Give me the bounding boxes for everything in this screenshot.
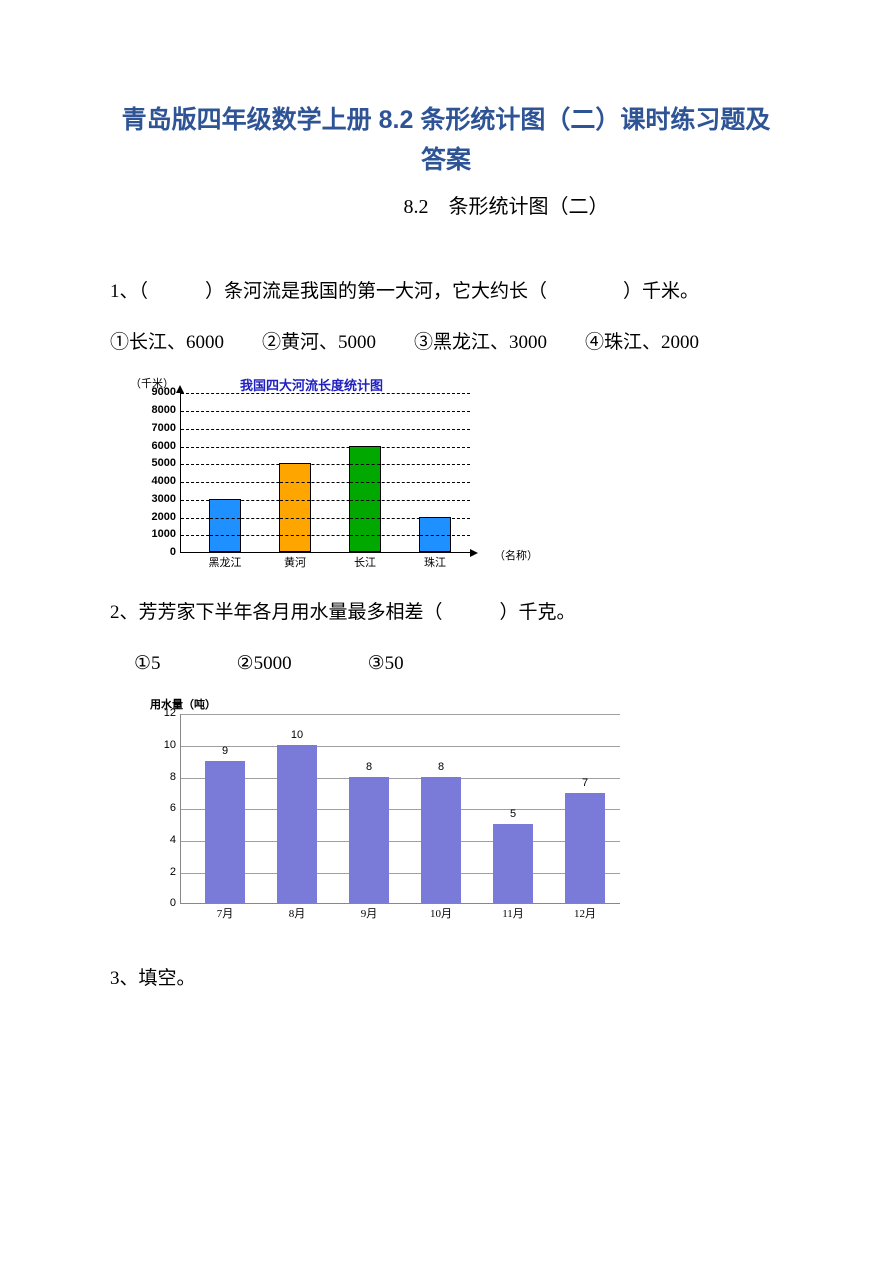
chart2-bar: 7 <box>565 793 605 904</box>
page-title: 青岛版四年级数学上册 8.2 条形统计图（二）课时练习题及答案 <box>110 100 782 180</box>
chart1-title: 我国四大河流长度统计图 <box>240 375 383 394</box>
chart2-bar: 9 <box>205 761 245 904</box>
chart2-gridline <box>181 778 620 779</box>
chart2-bar-value-label: 9 <box>205 745 245 757</box>
chart1-gridline <box>181 411 470 412</box>
chart1-y-tick-label: 4000 <box>144 475 176 487</box>
chart2-bar-value-label: 5 <box>493 808 533 820</box>
chart2-bar-value-label: 8 <box>349 761 389 773</box>
chart2-y-tick-label: 2 <box>158 866 176 878</box>
chart2-y-tick-label: 12 <box>158 707 176 719</box>
chart1-x-arrow-icon <box>470 549 478 557</box>
chart1-bar <box>279 463 311 552</box>
chart1-gridline <box>181 447 470 448</box>
chart1-y-tick-label: 5000 <box>144 457 176 469</box>
chart1-x-tick-label: 黑龙江 <box>200 554 250 570</box>
chart2-bar: 10 <box>277 745 317 903</box>
chart1-bar <box>209 499 241 552</box>
chart1-y-tick-label: 3000 <box>144 493 176 505</box>
chart1-y-tick-label: 1000 <box>144 528 176 540</box>
chart2-gridline <box>181 714 620 715</box>
chart1-x-tick-label: 长江 <box>340 554 390 570</box>
chart2-y-tick-label: 8 <box>158 771 176 783</box>
question-1: 1、（ ）条河流是我国的第一大河，它大约长（ ）千米。 <box>110 269 782 315</box>
chart2-y-tick-label: 0 <box>158 897 176 909</box>
chart1-x-tick-label: 珠江 <box>410 554 460 570</box>
chart2-bar: 8 <box>421 777 461 904</box>
chart2-bar: 8 <box>349 777 389 904</box>
chart1-y-arrow-icon <box>176 385 184 393</box>
chart2-x-tick-label: 11月 <box>493 905 533 921</box>
chart2-bar: 5 <box>493 824 533 903</box>
chart1-y-tick-label: 2000 <box>144 511 176 523</box>
chart2-y-tick-label: 6 <box>158 802 176 814</box>
chart1-y-tick-label: 9000 <box>144 386 176 398</box>
chart1-gridline <box>181 393 470 394</box>
chart-1-container: （千米） 我国四大河流长度统计图 黑龙江黄河长江珠江 （名称） 01000200… <box>130 375 782 575</box>
chart1-y-tick-label: 6000 <box>144 440 176 452</box>
chart2-plot-area: 97月108月89月810月511月712月 <box>180 714 620 904</box>
chart-2-container: 用水量（吨） 97月108月89月810月511月712月 024681012 <box>130 696 782 936</box>
chart1-y-tick-label: 7000 <box>144 422 176 434</box>
chart2-gridline <box>181 809 620 810</box>
question-1-options: ①长江、6000 ②黄河、5000 ③黑龙江、3000 ④珠江、2000 <box>110 320 782 366</box>
chart1-gridline <box>181 464 470 465</box>
chart2-x-tick-label: 12月 <box>565 905 605 921</box>
question-2: 2、芳芳家下半年各月用水量最多相差（ ）千克。 <box>110 590 782 636</box>
chart2-y-tick-label: 4 <box>158 834 176 846</box>
chart2-y-tick-label: 10 <box>158 739 176 751</box>
water-usage-bar-chart: 用水量（吨） 97月108月89月810月511月712月 024681012 <box>130 696 640 936</box>
chart1-y-tick-label: 8000 <box>144 404 176 416</box>
chart1-bar <box>349 446 381 553</box>
chart2-bar-value-label: 10 <box>277 729 317 741</box>
question-3: 3、填空。 <box>110 956 782 1002</box>
chart2-gridline <box>181 841 620 842</box>
chart2-x-tick-label: 10月 <box>421 905 461 921</box>
chart1-gridline <box>181 429 470 430</box>
chart2-gridline <box>181 873 620 874</box>
chart1-x-tick-label: 黄河 <box>270 554 320 570</box>
rivers-bar-chart: （千米） 我国四大河流长度统计图 黑龙江黄河长江珠江 （名称） 01000200… <box>130 375 510 575</box>
chart2-x-tick-label: 8月 <box>277 905 317 921</box>
chart1-plot-area: 黑龙江黄河长江珠江 <box>180 393 470 553</box>
page-subtitle: 8.2 条形统计图（二） <box>110 190 782 219</box>
chart1-x-unit: （名称） <box>494 547 538 563</box>
chart2-x-tick-label: 7月 <box>205 905 245 921</box>
chart1-gridline <box>181 482 470 483</box>
question-2-options: ①5 ②5000 ③50 <box>110 641 782 687</box>
chart2-x-tick-label: 9月 <box>349 905 389 921</box>
chart2-bar-value-label: 8 <box>421 761 461 773</box>
chart1-bar <box>419 517 451 553</box>
chart2-gridline <box>181 746 620 747</box>
chart2-bar-value-label: 7 <box>565 777 605 789</box>
chart1-y-tick-label: 0 <box>144 546 176 558</box>
